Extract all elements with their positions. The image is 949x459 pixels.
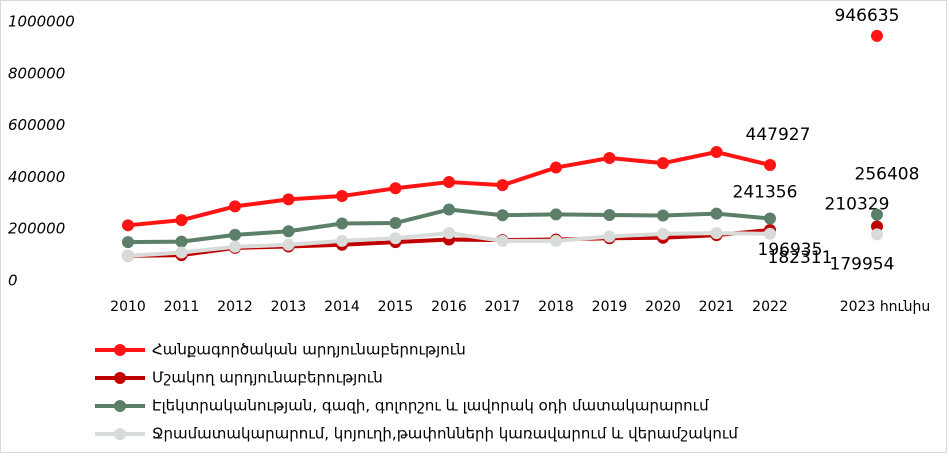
- y-tick-label: 1000000: [8, 13, 75, 31]
- x-tick-label: 2023 հունիս: [840, 299, 931, 315]
- data-label: 210329: [825, 195, 890, 215]
- data-label: 182311: [768, 248, 833, 268]
- data-point: [871, 228, 883, 241]
- data-point: [657, 227, 669, 240]
- y-tick-label: 600000: [8, 116, 65, 134]
- data-point: [229, 240, 241, 253]
- data-point: [603, 230, 616, 243]
- y-tick-label: 0: [8, 272, 18, 290]
- data-point: [122, 219, 134, 232]
- data-point: [336, 190, 348, 203]
- data-point: [496, 209, 509, 222]
- data-point: [764, 158, 776, 171]
- data-point: [122, 249, 134, 262]
- x-tick-label: 2021: [699, 299, 735, 315]
- data-point: [764, 212, 776, 225]
- data-label: 179954: [830, 254, 895, 274]
- legend-marker: [114, 400, 126, 412]
- data-point: [443, 227, 455, 240]
- data-point: [443, 176, 455, 189]
- y-tick-label: 800000: [8, 64, 65, 82]
- x-tick-label: 2015: [378, 299, 414, 315]
- data-point: [229, 200, 241, 213]
- x-tick-label: 2014: [324, 299, 360, 315]
- x-tick-label: 2020: [645, 299, 681, 315]
- data-point: [550, 208, 562, 221]
- data-point: [389, 182, 402, 195]
- data-point: [229, 228, 241, 241]
- data-point: [496, 179, 509, 192]
- data-point: [871, 208, 883, 221]
- legend-marker: [114, 344, 126, 356]
- data-point: [389, 216, 402, 229]
- data-point: [603, 208, 616, 221]
- data-point: [550, 234, 562, 247]
- y-tick-label: 400000: [8, 168, 65, 186]
- x-tick-label: 2013: [271, 299, 307, 315]
- x-tick-label: 2022: [752, 299, 788, 315]
- data-point: [389, 232, 402, 245]
- legend-label: Մշակող արդյունաբերություն: [152, 369, 383, 387]
- data-label: 256408: [855, 165, 920, 185]
- x-tick-label: 2016: [431, 299, 467, 315]
- data-label: 196935: [758, 240, 823, 260]
- x-tick-label: 2011: [164, 299, 200, 315]
- data-point: [336, 234, 348, 247]
- data-point: [282, 238, 295, 251]
- x-tick-label: 2010: [110, 299, 146, 315]
- legend-marker: [114, 372, 126, 384]
- data-point: [550, 161, 562, 174]
- data-label: 447927: [746, 125, 811, 145]
- x-tick-label: 2018: [538, 299, 574, 315]
- data-point: [657, 209, 669, 222]
- data-point: [603, 151, 616, 164]
- data-point: [710, 207, 723, 220]
- data-point: [496, 234, 509, 247]
- data-point: [175, 235, 188, 248]
- x-tick-label: 2012: [217, 299, 253, 315]
- legend-label: Էլեկտրականության, գազի, գոլորշու և լավոր…: [152, 397, 709, 415]
- legend-label: Հանքագործական արդյունաբերություն: [152, 341, 466, 359]
- data-point: [282, 225, 295, 238]
- x-tick-label: 2017: [485, 299, 521, 315]
- y-tick-label: 200000: [8, 220, 65, 238]
- data-point: [175, 246, 188, 259]
- data-point: [871, 29, 883, 42]
- data-point: [336, 217, 348, 230]
- data-point: [122, 236, 134, 249]
- x-tick-label: 2019: [592, 299, 628, 315]
- data-point: [710, 146, 723, 159]
- data-point: [443, 203, 455, 216]
- data-label: 946635: [835, 6, 900, 26]
- data-point: [710, 227, 723, 240]
- legend-marker: [114, 428, 126, 440]
- data-label: 241356: [733, 182, 798, 202]
- data-point: [657, 157, 669, 170]
- legend-label: Ջրամատակարարում, կոյուղի,թափոնների կառավ…: [152, 425, 738, 443]
- data-point: [764, 227, 776, 240]
- data-point: [282, 193, 295, 206]
- data-point: [175, 214, 188, 227]
